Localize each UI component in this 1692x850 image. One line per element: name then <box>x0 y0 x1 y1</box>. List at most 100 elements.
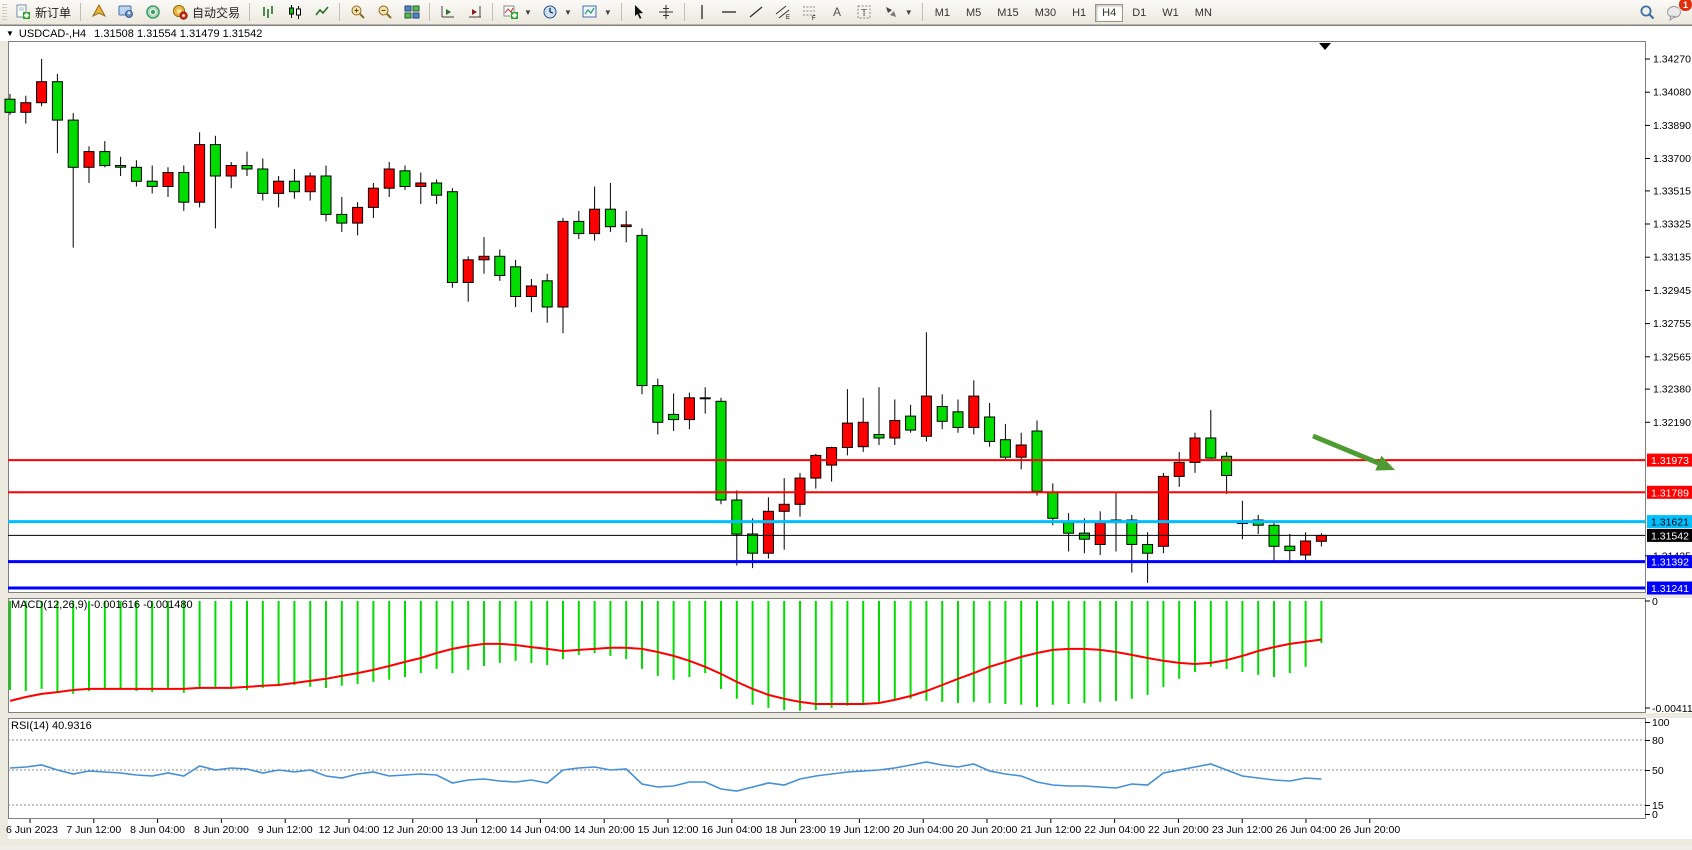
trendline-tool-button[interactable] <box>743 0 770 24</box>
timeframe-M5[interactable]: M5 <box>966 7 982 19</box>
svg-text:1.32945: 1.32945 <box>1653 285 1691 297</box>
svg-text:18 Jun 23:00: 18 Jun 23:00 <box>765 824 826 836</box>
tile-windows-button[interactable] <box>398 0 425 24</box>
separator <box>339 3 341 21</box>
rsi-label: RSI(14) 40.9316 <box>11 720 92 732</box>
timeframe-M30[interactable]: M30 <box>1034 7 1057 19</box>
svg-text:22 Jun 20:00: 22 Jun 20:00 <box>1148 824 1209 836</box>
bar-chart-button[interactable] <box>254 0 281 24</box>
timeframe-M15[interactable]: M15 <box>997 7 1019 19</box>
separator <box>620 3 622 21</box>
zoom-in-icon <box>349 4 366 21</box>
current-price-label: 1.31542 <box>1647 528 1692 542</box>
chevron-down-icon: ▼ <box>603 7 612 17</box>
period-clock-button[interactable]: ▼ <box>537 0 577 24</box>
price-label-1.31392: 1.31392 <box>1647 555 1692 569</box>
chevron-down-icon: ▼ <box>6 29 14 38</box>
vline-tool-button[interactable] <box>689 0 716 24</box>
timeframe-W1[interactable]: W1 <box>1162 7 1179 19</box>
svg-text:20 Jun 04:00: 20 Jun 04:00 <box>893 824 954 836</box>
svg-text:1.31973: 1.31973 <box>1651 455 1689 467</box>
svg-text:21 Jun 12:00: 21 Jun 12:00 <box>1020 824 1081 836</box>
svg-text:16 Jun 04:00: 16 Jun 04:00 <box>701 824 762 836</box>
candles-layer <box>4 59 1327 583</box>
timeframe-group: M1 M5 M15 M30 H1 H4 D1 W1 MN <box>927 4 1220 22</box>
compass-button[interactable] <box>85 0 112 24</box>
macd-axis: 0 -0.004113 <box>1645 596 1692 715</box>
svg-text:12 Jun 20:00: 12 Jun 20:00 <box>382 824 443 836</box>
svg-text:15 Jun 12:00: 15 Jun 12:00 <box>638 824 699 836</box>
vline-icon <box>694 4 711 21</box>
label-tool-button[interactable]: T <box>851 0 878 24</box>
macd-signal-line <box>9 638 1322 705</box>
svg-text:1.31542: 1.31542 <box>1651 530 1689 542</box>
chevron-down-icon: ▼ <box>563 7 572 17</box>
auto-trading-button[interactable]: 自动交易 <box>166 0 245 24</box>
svg-text:7 Jun 12:00: 7 Jun 12:00 <box>66 824 121 836</box>
price-axis[interactable]: 1.34270 1.34080 1.33890 1.33700 1.33515 1.333… <box>1645 54 1691 563</box>
price-label-1.31789: 1.31789 <box>1647 485 1692 499</box>
line-chart-icon <box>313 4 330 21</box>
fibonacci-tool-button[interactable]: F <box>797 0 824 24</box>
new-order-button[interactable]: 新订单 <box>9 0 76 24</box>
chart-shift-button[interactable] <box>434 0 461 24</box>
template-button[interactable]: ▼ <box>577 0 617 24</box>
signal-button[interactable] <box>139 0 166 24</box>
autotrade-icon <box>171 4 188 21</box>
separator <box>429 3 431 21</box>
chart-autoscroll-button[interactable] <box>461 0 488 24</box>
zoom-in-button[interactable] <box>344 0 371 24</box>
candle-chart-button[interactable] <box>281 0 308 24</box>
svg-text:13 Jun 12:00: 13 Jun 12:00 <box>446 824 507 836</box>
search-button[interactable] <box>1634 0 1661 24</box>
period-clock-icon <box>542 4 559 21</box>
rsi-line <box>9 761 1322 792</box>
separator <box>492 3 494 21</box>
svg-text:12 Jun 04:00: 12 Jun 04:00 <box>319 824 380 836</box>
crosshair-button[interactable] <box>653 0 680 24</box>
svg-text:0: 0 <box>1652 596 1658 608</box>
hline-tool-button[interactable] <box>716 0 743 24</box>
chart-ohlc-values: 1.31508 1.31554 1.31479 1.31542 <box>94 27 263 40</box>
svg-text:8 Jun 04:00: 8 Jun 04:00 <box>130 824 185 836</box>
timeframe-MN[interactable]: MN <box>1194 7 1212 19</box>
shift-marker[interactable] <box>1319 43 1331 50</box>
hline-icon <box>721 4 738 21</box>
terminal-button[interactable] <box>112 0 139 24</box>
svg-text:1.33700: 1.33700 <box>1653 153 1691 165</box>
svg-text:100: 100 <box>1652 717 1670 729</box>
svg-text:26 Jun 04:00: 26 Jun 04:00 <box>1276 824 1337 836</box>
label-icon: T <box>856 4 873 21</box>
svg-text:1.31241: 1.31241 <box>1651 583 1689 595</box>
zoom-out-button[interactable] <box>371 0 398 24</box>
add-indicator-button[interactable]: ▼ <box>497 0 537 24</box>
notifications-button[interactable]: 1 <box>1661 0 1692 24</box>
chart-canvas[interactable]: MACD(12,26,9) -0.001616 -0.001480 0 -0.004… <box>0 41 1692 845</box>
rsi-axis: 100 80 50 150 <box>1645 717 1670 821</box>
text-tool-button[interactable]: A <box>824 0 851 24</box>
line-chart-button[interactable] <box>308 0 335 24</box>
svg-text:1.32755: 1.32755 <box>1653 318 1691 330</box>
toolbar-right-group: 1 <box>1634 0 1692 24</box>
svg-text:1.33325: 1.33325 <box>1653 219 1691 231</box>
price-label-1.31973: 1.31973 <box>1647 453 1692 467</box>
main-toolbar: 新订单 自动交易 ▼ ▼ ▼ <box>0 0 1692 25</box>
chart-titlebar[interactable]: ▼ USDCAD-,H4 1.31508 1.31554 1.31479 1.3… <box>0 26 1692 41</box>
timeframe-H1[interactable]: H1 <box>1072 7 1087 19</box>
time-axis[interactable]: 6 Jun 2023 7 Jun 12:00 8 Jun 04:00 8 Jun 20… <box>6 819 1400 836</box>
chat-icon <box>1666 4 1683 21</box>
timeframe-H4[interactable]: H4 <box>1095 4 1124 22</box>
svg-text:1.34270: 1.34270 <box>1653 54 1691 66</box>
svg-text:26 Jun 20:00: 26 Jun 20:00 <box>1339 824 1400 836</box>
trend-arrow-annotation[interactable] <box>1312 433 1395 471</box>
arrows-tool-button[interactable]: ▼ <box>878 0 918 24</box>
chart-autoscroll-icon <box>466 4 483 21</box>
separator <box>921 3 923 21</box>
svg-text:1.32380: 1.32380 <box>1653 384 1691 396</box>
timeframe-M1[interactable]: M1 <box>934 7 950 19</box>
cursor-button[interactable] <box>626 0 653 24</box>
search-icon <box>1639 4 1656 21</box>
timeframe-D1[interactable]: D1 <box>1132 7 1147 19</box>
svg-text:1.31621: 1.31621 <box>1651 517 1689 529</box>
channel-tool-button[interactable]: E <box>770 0 797 24</box>
